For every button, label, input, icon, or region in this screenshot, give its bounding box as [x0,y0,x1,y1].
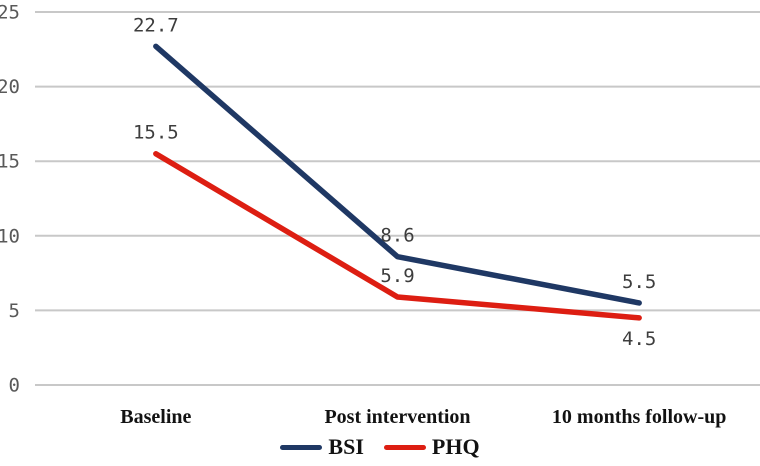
data-label: 8.6 [380,225,414,247]
x-axis-label: Baseline [120,406,191,428]
series-line-phq [153,150,642,321]
data-label: 4.5 [622,328,656,350]
y-tick-label: 0 [9,375,20,397]
legend-swatch-bsi [280,444,323,450]
y-tick-label: 10 [0,225,20,247]
legend-item-bsi: BSI [280,434,364,460]
y-tick-label: 15 [0,151,20,173]
chart-legend: BSI PHQ [0,431,760,463]
data-label: 5.9 [380,265,414,287]
legend-swatch-phq [383,444,426,450]
y-tick-label: 5 [9,300,20,322]
x-axis-label: Post intervention [324,406,470,428]
data-label: 5.5 [622,271,656,293]
x-axis-label: 10 months follow-up [552,406,726,428]
legend-label-phq: PHQ [431,434,480,459]
data-label: 15.5 [133,122,179,144]
legend-label-bsi: BSI [328,434,364,459]
y-tick-label: 25 [0,2,20,24]
data-label: 22.7 [133,14,179,36]
y-tick-label: 20 [0,76,20,98]
legend-item-phq: PHQ [383,434,480,460]
series-line-bsi [153,43,642,306]
